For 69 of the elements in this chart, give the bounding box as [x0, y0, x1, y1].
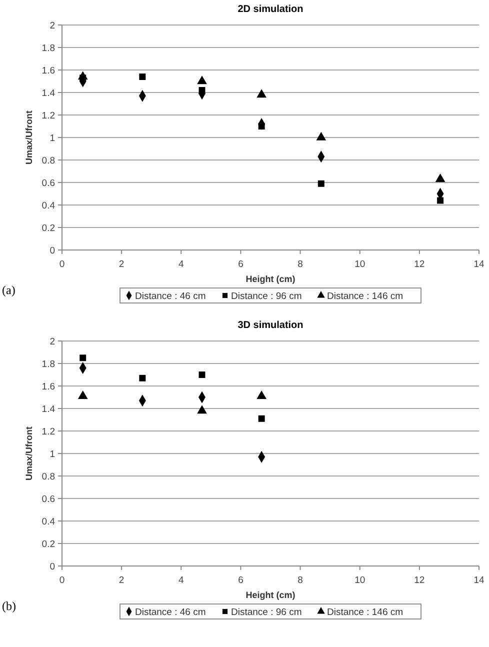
x-tick-label: 4 [178, 259, 184, 270]
point [78, 71, 88, 80]
x-tick-label: 2 [118, 259, 124, 270]
y-tick-label: 1 [50, 449, 55, 460]
y-tick-label: 1 [50, 133, 55, 144]
y-axis-title: Umax/Ufront [24, 426, 34, 481]
point [256, 89, 266, 98]
y-tick-label: 0.6 [42, 494, 55, 505]
point [318, 180, 324, 187]
y-tick-label: 1.4 [42, 88, 55, 99]
y-tick-label: 0.8 [42, 156, 55, 166]
y-tick-label: 0.4 [42, 200, 55, 212]
x-tick-label: 8 [298, 575, 303, 586]
legend-label: Distance : 46 cm [135, 607, 206, 618]
legend-label: Distance : 96 cm [231, 607, 302, 618]
x-tick-label: 14 [474, 575, 484, 586]
y-tick-label: 0.2 [42, 223, 55, 234]
x-axis-title: Height (cm) [246, 590, 296, 600]
point [258, 415, 265, 422]
x-tick-label: 10 [354, 575, 366, 586]
x-tick-label: 14 [474, 259, 484, 270]
x-tick-label: 12 [414, 575, 425, 586]
point [256, 390, 266, 399]
point [198, 372, 206, 378]
legend-label: Distance : 146 cm [327, 607, 404, 618]
y-tick-label: 1.8 [42, 359, 55, 370]
y-tick-label: 1.2 [42, 426, 55, 438]
x-tick-label: 6 [238, 575, 244, 586]
point [198, 87, 206, 94]
y-tick-label: 1.4 [42, 404, 55, 415]
y-tick-label: 0.6 [42, 178, 55, 189]
y-tick-label: 1.2 [42, 110, 55, 122]
y-tick-label: 2 [50, 20, 55, 32]
y-tick-label: 1.8 [42, 43, 55, 54]
y-tick-label: 0.8 [42, 472, 55, 482]
chart-title: 2D simulation [238, 4, 304, 15]
x-tick-label: 12 [414, 259, 425, 270]
y-tick-label: 2 [50, 336, 55, 348]
text: (a) [2, 283, 16, 297]
text: (b) [2, 599, 16, 613]
point [197, 405, 207, 414]
point [139, 74, 146, 80]
point [78, 390, 88, 399]
x-tick-label: 2 [118, 575, 124, 586]
x-axis-title: Height (cm) [246, 274, 296, 284]
point [435, 173, 446, 182]
legend-label: Distance : 146 cm [327, 291, 404, 302]
point [80, 354, 86, 362]
point [139, 374, 146, 382]
x-tick-label: 4 [178, 575, 184, 586]
y-axis-title: Umax/Ufront [24, 110, 34, 165]
x-tick-label: 8 [298, 259, 303, 270]
x-tick-label: 6 [238, 259, 244, 270]
point [197, 76, 207, 84]
y-tick-label: 0 [50, 246, 55, 256]
y-tick-label: 1.6 [42, 382, 55, 392]
y-tick-label: 0 [50, 562, 55, 572]
x-tick-label: 0 [59, 259, 65, 270]
chart-title: 3D simulation [238, 320, 304, 331]
y-tick-label: 0.2 [42, 539, 55, 550]
y-tick-label: 1.6 [42, 66, 55, 76]
x-tick-label: 10 [354, 259, 366, 270]
point [316, 132, 326, 140]
y-tick-label: 0.4 [42, 516, 55, 528]
x-tick-label: 0 [59, 575, 65, 586]
legend-label: Distance : 46 cm [135, 291, 206, 302]
legend-label: Distance : 96 cm [231, 291, 302, 302]
point [437, 197, 444, 204]
point [258, 123, 265, 130]
